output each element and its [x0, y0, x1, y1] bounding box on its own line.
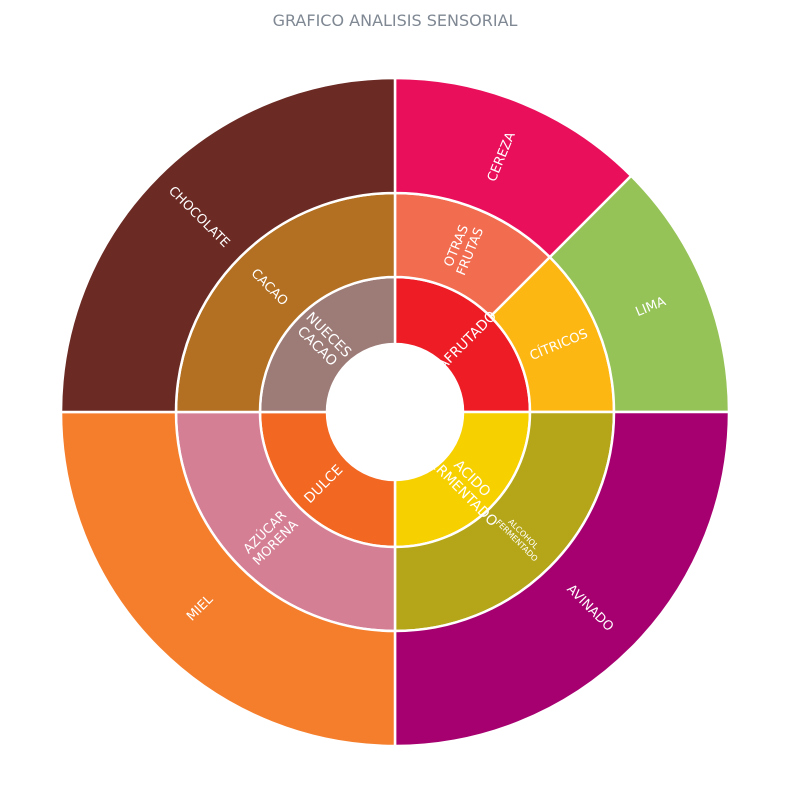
segment-miel[interactable] [59, 410, 397, 748]
segment-avinado[interactable] [393, 410, 731, 748]
sunburst-segments [59, 76, 731, 748]
chart-title: GRAFICO ANALISIS SENSORIAL [272, 11, 518, 30]
segment-chocolate[interactable] [59, 76, 397, 414]
